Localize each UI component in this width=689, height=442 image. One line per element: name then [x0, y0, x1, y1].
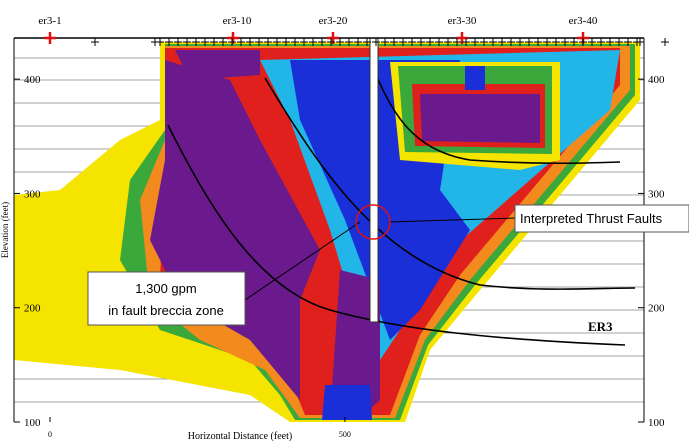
station-marker — [661, 38, 669, 46]
y-tick-label: 300 — [24, 188, 41, 200]
station-marker — [156, 38, 164, 46]
x-tick-label: 500 — [339, 430, 351, 439]
station-marker — [606, 38, 614, 46]
yield-label: 1,300 gpm — [135, 281, 196, 296]
y-axis-label: Elevation (feet) — [0, 202, 10, 258]
station-marker — [471, 38, 479, 46]
station-marker — [327, 38, 335, 46]
station-marker — [192, 38, 200, 46]
station-marker — [363, 38, 371, 46]
station-marker — [345, 38, 353, 46]
y-tick-label: 100 — [648, 417, 665, 429]
station-marker — [489, 38, 497, 46]
station-marker — [597, 38, 605, 46]
yield-circle — [355, 204, 391, 240]
electrode-label: er3-20 — [319, 15, 348, 27]
station-marker — [516, 38, 524, 46]
station-marker — [372, 38, 380, 46]
station-marker — [246, 38, 254, 46]
station-marker — [282, 38, 290, 46]
y-tick-label: 100 — [24, 417, 41, 429]
station-marker — [579, 38, 587, 46]
section-label: ER3 — [588, 319, 613, 334]
station-marker — [300, 38, 308, 46]
y-tick-label: 200 — [24, 303, 41, 315]
station-marker — [507, 38, 515, 46]
station-marker — [561, 38, 569, 46]
y-tick-label: 400 — [24, 74, 41, 86]
station-marker — [408, 38, 416, 46]
station-marker — [219, 38, 227, 46]
station-marker — [264, 38, 272, 46]
station-marker — [354, 38, 362, 46]
electrode-label: er3-10 — [223, 15, 252, 27]
station-marker — [480, 38, 488, 46]
faults-box — [514, 204, 689, 233]
station-marker — [237, 38, 245, 46]
y-tick-label: 300 — [648, 188, 665, 200]
station-marker — [543, 38, 551, 46]
station-marker — [91, 38, 99, 46]
x-tick-label: 0 — [48, 430, 52, 439]
station-marker — [273, 38, 281, 46]
fault-lines — [167, 59, 636, 346]
electrode-marker — [44, 32, 56, 44]
station-marker — [453, 38, 461, 46]
station-marker — [435, 38, 443, 46]
station-marker — [588, 38, 596, 46]
station-marker — [318, 38, 326, 46]
electrode-label: er3-30 — [448, 15, 477, 27]
station-marker — [498, 38, 506, 46]
electrode-label: er3-1 — [38, 15, 61, 27]
well — [369, 37, 379, 323]
station-marker — [165, 38, 173, 46]
station-marker — [183, 38, 191, 46]
station-marker — [462, 38, 470, 46]
x-axis-label: Horizontal Distance (feet) — [188, 431, 292, 442]
station-marker — [228, 38, 236, 46]
station-marker — [615, 38, 623, 46]
station-marker — [534, 38, 542, 46]
station-marker — [309, 38, 317, 46]
station-marker — [390, 38, 398, 46]
electrode-label: er3-40 — [569, 15, 598, 27]
station-marker — [210, 38, 218, 46]
station-marker — [381, 38, 389, 46]
station-marker — [570, 38, 578, 46]
station-marker — [426, 38, 434, 46]
yield-box — [87, 271, 246, 326]
station-marker — [174, 38, 182, 46]
yield-label: in fault breccia zone — [108, 303, 224, 318]
station-marker — [444, 38, 452, 46]
station-marker — [417, 38, 425, 46]
station-marker — [399, 38, 407, 46]
station-marker — [633, 38, 641, 46]
y-tick-label: 400 — [648, 74, 665, 86]
faults-label: Interpreted Thrust Faults — [520, 211, 663, 226]
station-marker — [552, 38, 560, 46]
station-marker — [255, 38, 263, 46]
station-marker — [336, 38, 344, 46]
station-marker — [624, 38, 632, 46]
station-marker — [291, 38, 299, 46]
station-marker — [525, 38, 533, 46]
station-marker — [201, 38, 209, 46]
y-tick-label: 200 — [648, 303, 665, 315]
